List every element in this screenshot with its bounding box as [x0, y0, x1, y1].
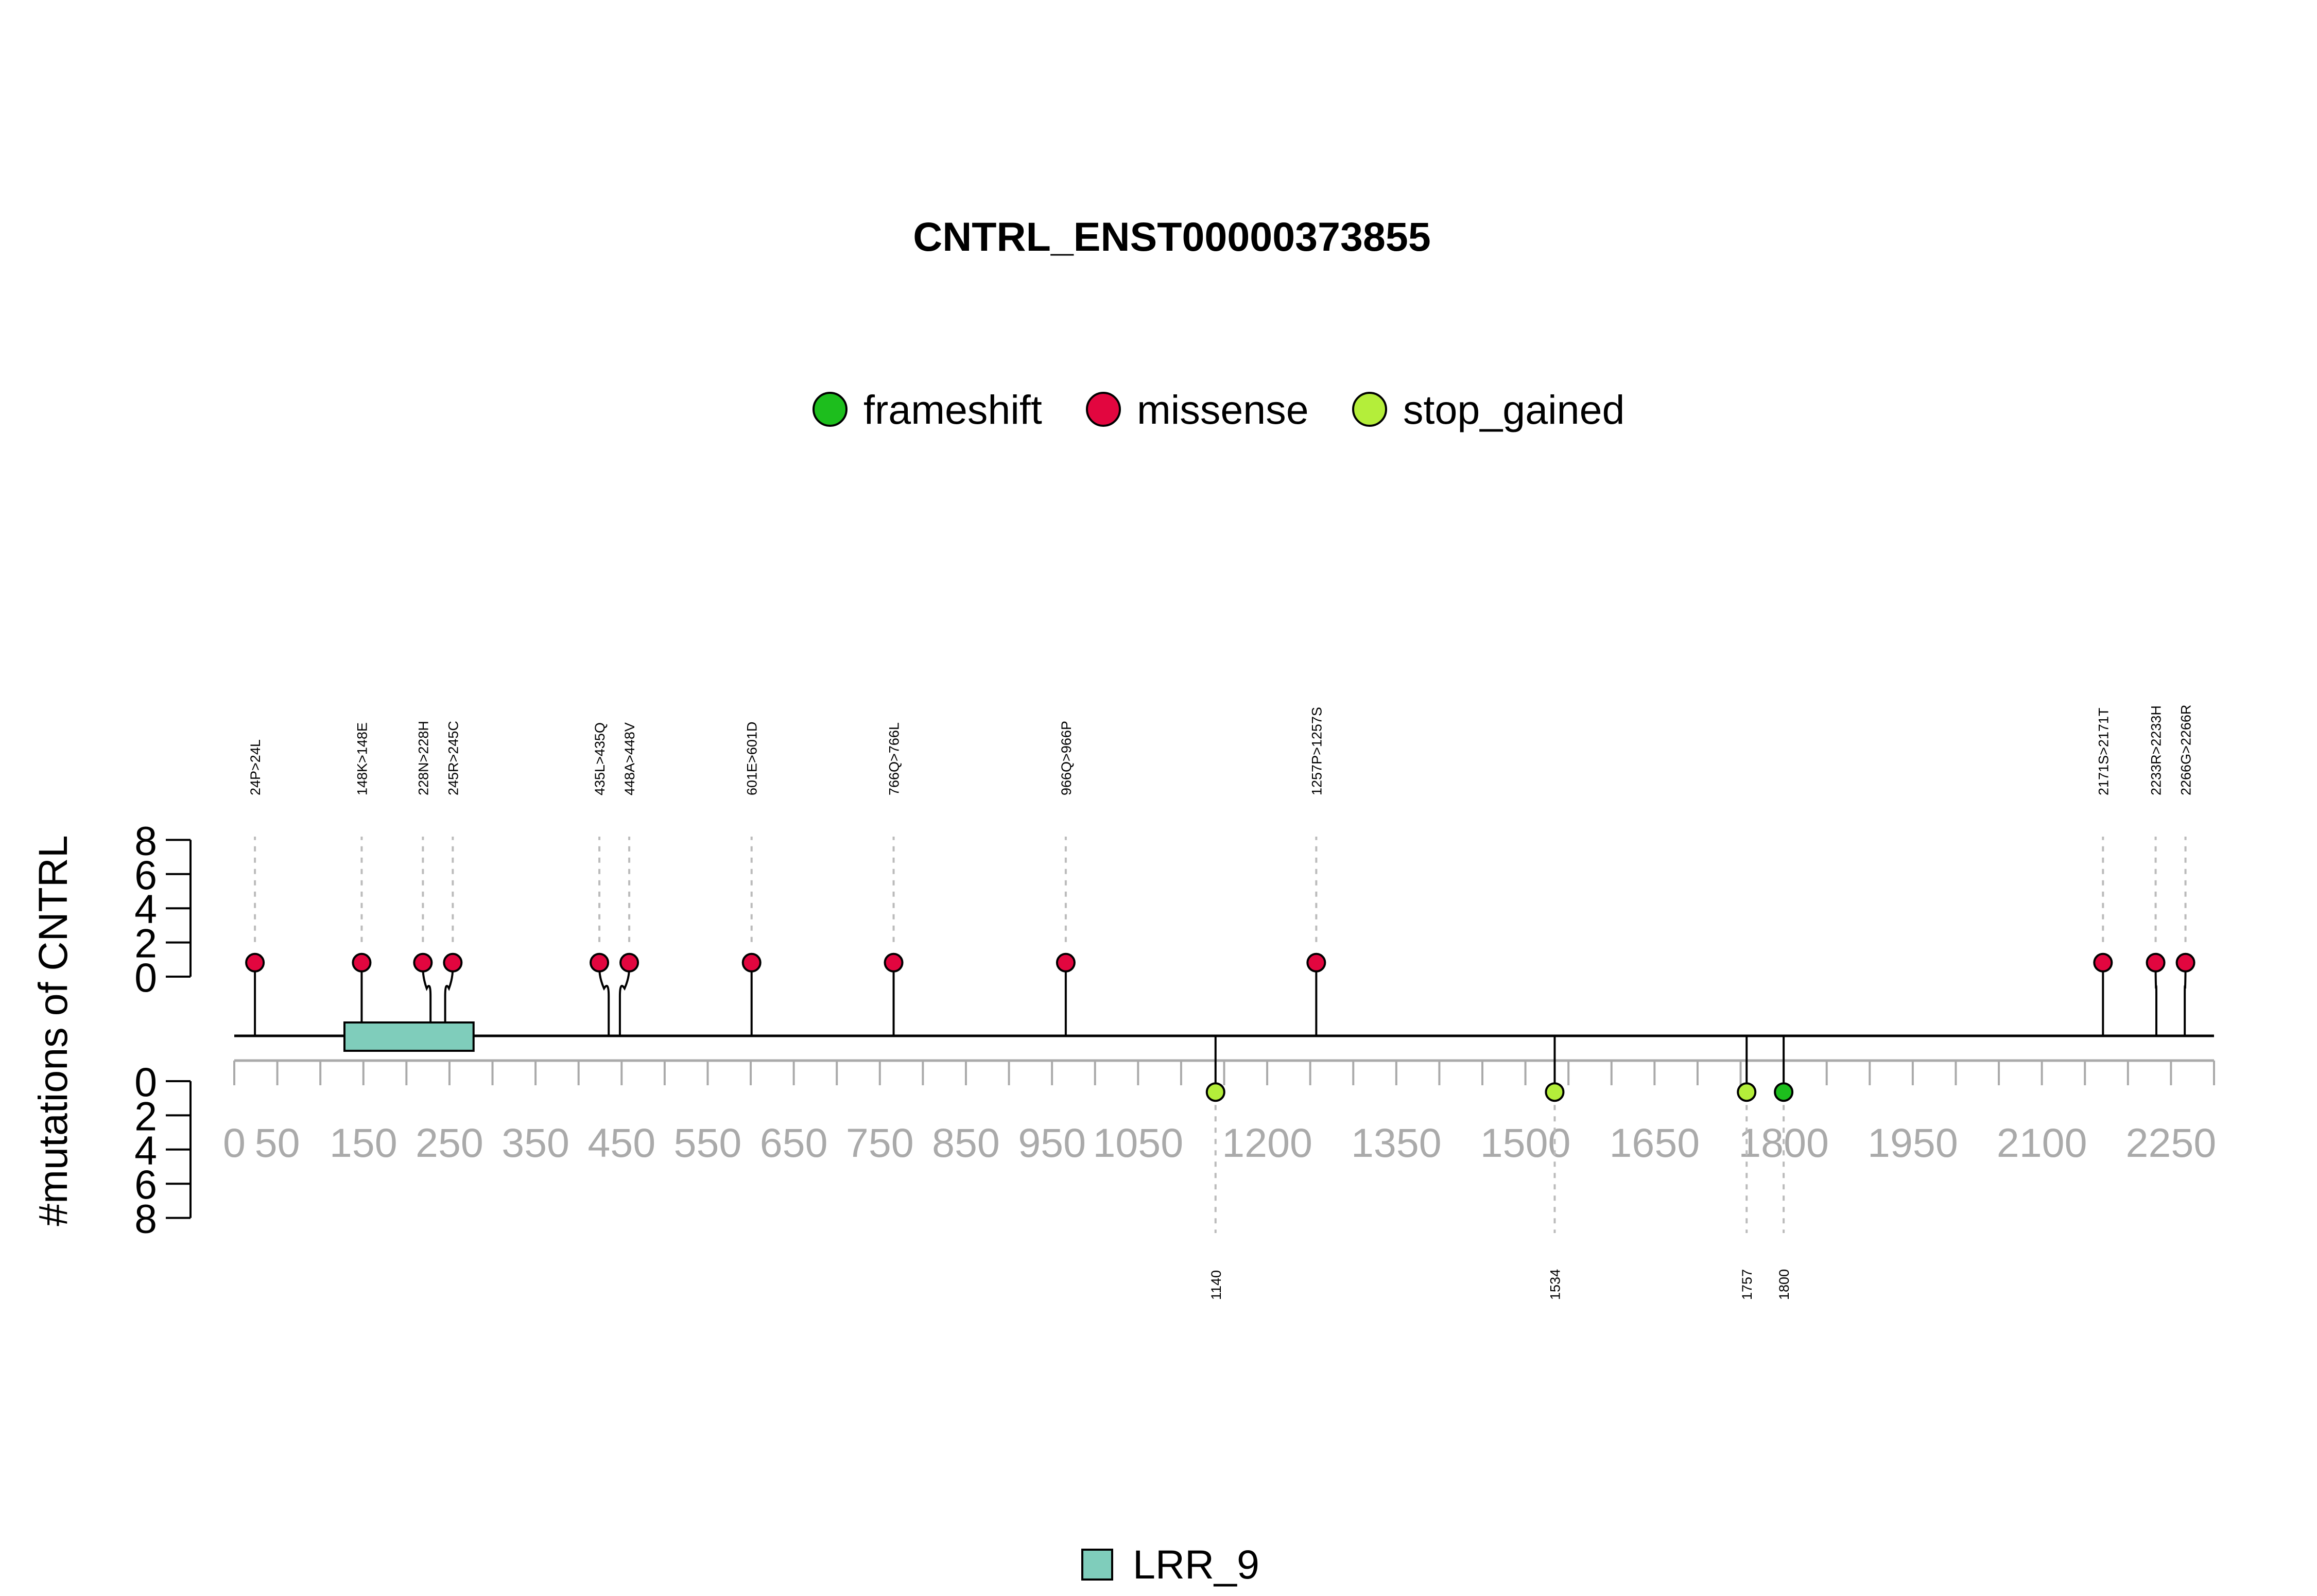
- x-tick-label: 1650: [1609, 1120, 1700, 1166]
- lower-y-tick-label: 6: [134, 1161, 157, 1207]
- mutation-label: 966Q>966P: [1059, 721, 1074, 795]
- mutation-label: 601E>601D: [745, 722, 760, 795]
- upper-y-tick-label: 0: [134, 955, 157, 1000]
- lower-y-tick-label: 4: [134, 1127, 157, 1173]
- mutation-label: 2266G>2266R: [2178, 705, 2194, 795]
- upper-y-tick-label: 4: [134, 886, 157, 932]
- legend-swatch-frameshift: [812, 392, 848, 427]
- mutation-point-missense: [590, 952, 610, 973]
- upper-y-tick-label: 6: [134, 852, 157, 898]
- mutation-label: 766Q>766L: [887, 722, 902, 795]
- mutation-label: 1757: [1739, 1269, 1755, 1300]
- mutation-label: 24P>24L: [248, 739, 263, 795]
- lower-y-tick-label: 8: [134, 1196, 157, 1242]
- x-tick-label: 550: [674, 1120, 742, 1166]
- lollipop-stems: [254, 837, 2187, 1233]
- x-tick-label: 1950: [1868, 1120, 1958, 1166]
- x-tick-label: 1050: [1093, 1120, 1183, 1166]
- legend-swatch-missense: [1086, 392, 1121, 427]
- domain-legend: LRR_9: [1081, 1541, 1259, 1587]
- domain-legend-swatch: [1081, 1549, 1113, 1581]
- chart-title: CNTRL_ENST00000373855: [913, 214, 1431, 259]
- domains: [343, 1021, 475, 1052]
- mutation-label: 245R>245C: [445, 721, 461, 795]
- mutation-label: 1800: [1776, 1269, 1792, 1300]
- mutation-label: 228N>228H: [416, 721, 431, 795]
- x-tick-label: 150: [330, 1120, 397, 1166]
- x-tick-label: 450: [587, 1120, 655, 1166]
- mutation-point-stop_gained: [1737, 1082, 1757, 1102]
- x-tick-label: 750: [846, 1120, 914, 1166]
- mutation-label: 448A>448V: [622, 722, 637, 795]
- x-tick-label: 950: [1018, 1120, 1086, 1166]
- mutation-point-missense: [1306, 952, 1326, 973]
- mutation-point-missense: [884, 952, 904, 973]
- upper-stem: [618, 962, 631, 1036]
- mutation-label: 2171S>2171T: [2096, 708, 2111, 795]
- mutation-point-missense: [2093, 952, 2113, 973]
- legend: frameshift missense stop_gained: [812, 387, 1625, 432]
- mutation-point-frameshift: [1774, 1082, 1794, 1102]
- mutation-label: 1534: [1547, 1269, 1563, 1300]
- lower-y-tick-label: 2: [134, 1093, 157, 1139]
- domain-LRR_9: [343, 1021, 475, 1052]
- x-tick-label: 350: [502, 1120, 569, 1166]
- x-tick-label: 0: [223, 1120, 246, 1166]
- mutation-point-missense: [413, 952, 433, 973]
- domain-legend-label: LRR_9: [1133, 1541, 1259, 1587]
- mutation-point-missense: [2146, 952, 2166, 973]
- upper-y-tick-label: 2: [134, 921, 157, 966]
- upper-stem: [598, 962, 610, 1036]
- mutation-label: 1257P>1257S: [1309, 707, 1324, 795]
- mutation-label: 435L>435Q: [592, 722, 608, 795]
- mutation-point-stop_gained: [1545, 1082, 1565, 1102]
- x-tick-label: 2100: [1997, 1120, 2087, 1166]
- x-tick-label: 1500: [1480, 1120, 1571, 1166]
- legend-label-stop_gained: stop_gained: [1403, 387, 1625, 432]
- x-tick-label: 1350: [1351, 1120, 1442, 1166]
- mutation-point-missense: [352, 952, 372, 973]
- legend-label-missense: missense: [1137, 387, 1309, 432]
- x-tick-label: 250: [416, 1120, 483, 1166]
- mutation-point-missense: [619, 952, 639, 973]
- mutation-point-missense: [2175, 952, 2195, 973]
- mutation-points: 24P>24L 148K>148E 228N>228H 245R>245C 435L>4…: [245, 705, 2195, 1300]
- mutation-label: 1140: [1208, 1270, 1224, 1300]
- mutation-point-missense: [245, 952, 265, 973]
- x-tick-label: 1200: [1222, 1120, 1312, 1166]
- mutation-label: 148K>148E: [354, 722, 370, 795]
- mutation-point-missense: [741, 952, 762, 973]
- mutation-point-stop_gained: [1205, 1082, 1225, 1102]
- x-tick-label: 50: [255, 1120, 300, 1166]
- x-tick-label: 650: [760, 1120, 828, 1166]
- mutation-point-missense: [1056, 952, 1076, 973]
- lower-y-tick-label: 0: [134, 1059, 157, 1105]
- y-axis-label: #mutations of CNTRL: [30, 835, 76, 1226]
- legend-label-frameshift: frameshift: [863, 387, 1042, 432]
- mutation-label: 2233R>2233H: [2149, 705, 2164, 795]
- upper-y-tick-label: 8: [134, 818, 157, 863]
- x-tick-label: 850: [932, 1120, 1000, 1166]
- mutation-point-missense: [443, 952, 463, 973]
- x-tick-label: 2250: [2126, 1120, 2217, 1166]
- legend-swatch-stop_gained: [1352, 392, 1387, 427]
